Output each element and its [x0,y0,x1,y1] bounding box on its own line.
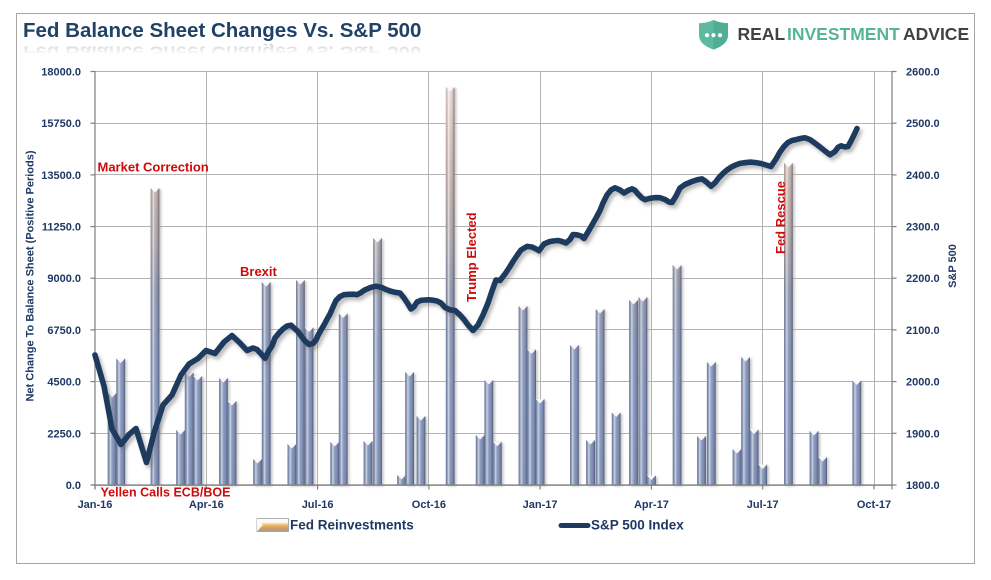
svg-text:13500.0: 13500.0 [41,170,81,182]
svg-text:4500.0: 4500.0 [47,377,81,389]
svg-text:Jan-16: Jan-16 [78,499,113,511]
svg-text:S&P 500: S&P 500 [947,244,959,288]
svg-text:Jan-17: Jan-17 [523,499,558,511]
svg-text:Market Correction: Market Correction [98,160,209,175]
svg-text:2250.0: 2250.0 [47,428,81,440]
svg-text:6750.0: 6750.0 [47,325,81,337]
svg-text:Oct-17: Oct-17 [857,499,891,511]
svg-text:2600.0: 2600.0 [906,67,940,79]
svg-text:Apr-16: Apr-16 [189,499,224,511]
svg-text:Yellen Calls ECB/BOE: Yellen Calls ECB/BOE [101,486,231,500]
svg-text:11250.0: 11250.0 [42,222,81,234]
svg-text:0.0: 0.0 [66,480,81,492]
svg-text:S&P 500 Index: S&P 500 Index [591,518,684,533]
svg-text:1800.0: 1800.0 [906,480,940,492]
svg-text:2300.0: 2300.0 [906,222,940,234]
svg-text:Apr-17: Apr-17 [634,499,669,511]
svg-text:Fed Reinvestments: Fed Reinvestments [290,518,414,533]
svg-text:Fed Rescue: Fed Rescue [773,181,788,254]
svg-text:Net Change To Balance Sheet (P: Net Change To Balance Sheet (Positive Pe… [25,150,37,401]
svg-text:1900.0: 1900.0 [906,428,940,440]
svg-text:Jul-17: Jul-17 [747,499,779,511]
svg-text:2400.0: 2400.0 [906,170,940,182]
svg-text:2200.0: 2200.0 [906,273,940,285]
svg-text:Brexit: Brexit [240,264,278,279]
svg-text:15750.0: 15750.0 [41,118,81,130]
svg-text:9000.0: 9000.0 [47,273,81,285]
svg-text:2100.0: 2100.0 [906,325,940,337]
svg-text:18000.0: 18000.0 [41,67,81,79]
svg-text:2500.0: 2500.0 [906,118,940,130]
svg-text:Oct-16: Oct-16 [412,499,446,511]
svg-text:Jul-16: Jul-16 [302,499,334,511]
svg-text:2000.0: 2000.0 [906,377,940,389]
svg-text:Trump Elected: Trump Elected [464,212,479,302]
